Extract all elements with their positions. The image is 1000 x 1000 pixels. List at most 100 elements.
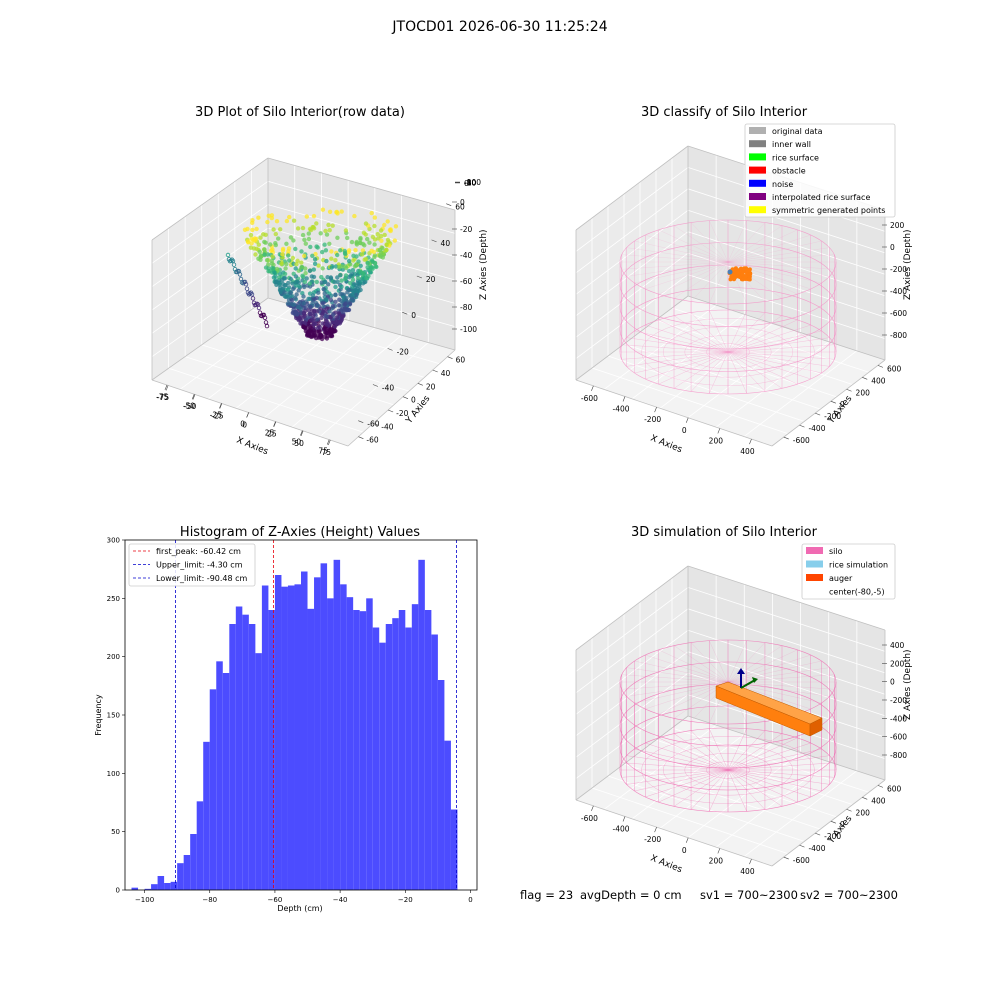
data-point (302, 237, 307, 242)
y-tick (416, 275, 423, 279)
cylinder-spoke (626, 667, 729, 683)
y-tick-label: 60 (456, 356, 466, 365)
x-tick (654, 407, 657, 413)
histogram-bar (424, 610, 432, 890)
cylinder-spoke (709, 220, 729, 263)
axis-arrow-head (737, 668, 745, 674)
axis-ticks: -75-50-2502550756040200-20-40-600-20-40-… (156, 178, 481, 457)
data-point (294, 292, 299, 297)
grid-line (607, 355, 805, 422)
data-point (311, 316, 316, 322)
data-point (309, 274, 314, 279)
data-point (245, 239, 251, 244)
data-point (316, 263, 321, 268)
data-point (288, 235, 294, 240)
y-tick (830, 400, 836, 404)
data-point (331, 312, 336, 318)
z-tick-label: -40 (460, 251, 472, 260)
data-point (303, 266, 308, 271)
data-point (293, 266, 298, 271)
data-point (284, 218, 290, 224)
axis-line (687, 295, 886, 361)
data-point (291, 218, 297, 223)
cylinder-spoke (727, 351, 783, 389)
data-point (286, 287, 291, 292)
cylinder-spoke (727, 312, 766, 353)
histogram-bar (340, 584, 347, 890)
y-tick (877, 785, 884, 788)
x-tick (273, 421, 276, 427)
data-point (312, 261, 318, 266)
cylinder-ring (684, 335, 772, 370)
x-tick (749, 438, 752, 445)
data-point (304, 301, 310, 306)
y-tick-label: -200 (824, 412, 841, 421)
y-tick (846, 808, 852, 812)
data-point (329, 256, 334, 261)
data-point (358, 235, 363, 241)
data-point (369, 210, 374, 216)
histogram-bar (450, 809, 458, 890)
cylinder-spoke (727, 261, 822, 284)
obstacle-cluster (727, 266, 753, 282)
data-point (277, 275, 282, 280)
grid-line (743, 770, 858, 857)
x-tick-label: 200 (709, 436, 724, 445)
cylinder-spoke (727, 351, 766, 392)
data-point (335, 275, 340, 280)
x-tick (717, 848, 721, 854)
data-point (243, 282, 249, 287)
histogram-bar (177, 863, 184, 890)
x-tick (622, 816, 626, 822)
x-tick-label: 0 (240, 420, 245, 429)
grid-line (234, 321, 425, 378)
y-tick-label: 400 (871, 376, 886, 385)
cylinder-spoke (621, 351, 729, 360)
x-tick-label: 400 (740, 447, 755, 456)
y-tick (402, 396, 409, 399)
cylinder-ring (663, 326, 794, 378)
cylinder-spoke (673, 733, 729, 771)
y-tick-label: 400 (871, 796, 886, 805)
data-point (354, 292, 359, 298)
data-point (346, 258, 352, 264)
data-point (354, 283, 359, 288)
y-tick-label: -40 (381, 422, 393, 431)
data-point (269, 215, 274, 221)
cylinder-spoke (727, 642, 766, 683)
data-point (367, 240, 372, 245)
histogram-bar (444, 740, 451, 890)
data-point (296, 268, 301, 273)
y-tick (402, 311, 408, 315)
data-point (353, 248, 358, 253)
x-tick (685, 417, 689, 423)
data-point (273, 231, 278, 237)
floor-pane (152, 298, 455, 446)
cylinder-spoke (621, 762, 729, 771)
z-tick-label: -600 (890, 733, 907, 742)
cylinder-spoke (634, 748, 729, 771)
data-point (363, 279, 368, 284)
data-point (356, 259, 361, 264)
data-point (231, 262, 237, 267)
data-point (293, 274, 299, 279)
y-tick-label: -600 (793, 436, 810, 445)
data-point (250, 220, 255, 225)
cylinder-spoke (727, 769, 766, 810)
data-point (262, 315, 268, 320)
y-tick-label: 200 (856, 808, 871, 817)
data-point (290, 255, 296, 261)
axis-line (575, 799, 773, 867)
data-point (314, 244, 319, 249)
data-point (324, 336, 330, 341)
cylinder-spoke (658, 737, 729, 771)
panel-histogram: Histogram of Z-Axies (Height) Values −10… (94, 525, 478, 913)
data-point (311, 213, 317, 219)
data-point (326, 282, 331, 287)
y-tick-label: -400 (808, 844, 825, 853)
y-tick-label: -400 (808, 424, 825, 433)
data-point (303, 321, 308, 326)
cylinder-spoke (727, 310, 747, 353)
histogram-bar (131, 887, 139, 890)
cylinder-spoke (727, 234, 811, 263)
